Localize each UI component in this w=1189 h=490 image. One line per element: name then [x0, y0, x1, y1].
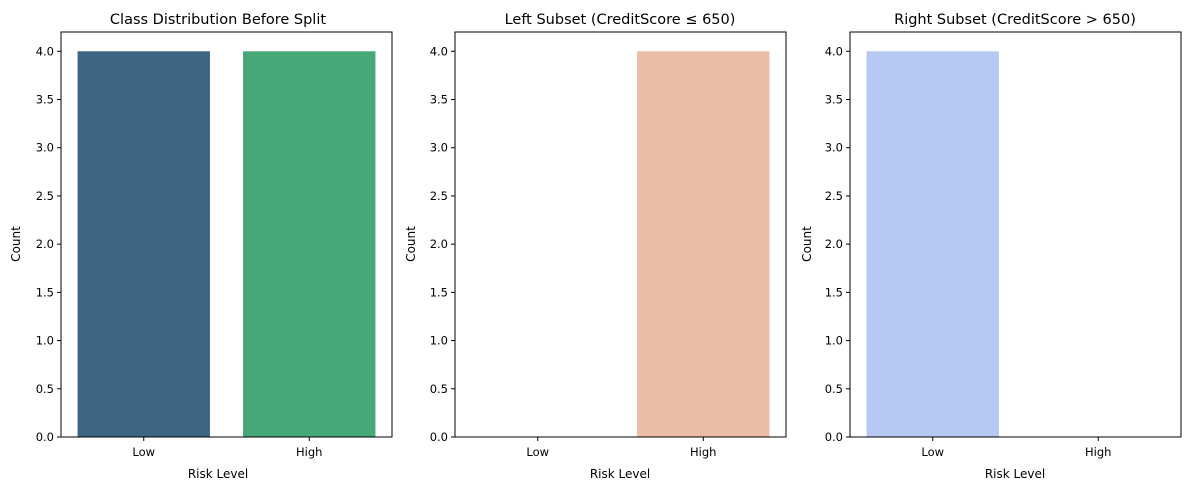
- y-tick-label: 0.5: [825, 382, 843, 396]
- y-tick-label: 1.0: [825, 334, 843, 348]
- y-axis-label: Count: [9, 226, 23, 262]
- y-tick-label: 0.5: [36, 382, 54, 396]
- y-tick-label: 0.0: [36, 430, 54, 444]
- y-tick-label: 3.5: [36, 93, 54, 107]
- y-tick-label: 2.5: [430, 189, 448, 203]
- plot-frame: [60, 31, 393, 438]
- y-tick-label: 2.0: [36, 237, 54, 251]
- y-tick-label: 2.0: [825, 237, 843, 251]
- y-tick-label: 1.0: [430, 334, 448, 348]
- x-axis-label: Risk Level: [985, 467, 1045, 481]
- plot-frame: [849, 31, 1182, 438]
- y-tick-label: 4.0: [430, 44, 448, 58]
- y-tick-label: 1.5: [36, 285, 54, 299]
- y-tick-label: 0.0: [825, 430, 843, 444]
- x-axis-label: Risk Level: [590, 467, 650, 481]
- y-tick-label: 4.0: [36, 44, 54, 58]
- chart-title: Right Subset (CreditScore > 650): [894, 12, 1136, 28]
- x-tick-label-low: Low: [526, 445, 549, 459]
- y-tick-label: 1.5: [825, 285, 843, 299]
- y-tick-label: 1.0: [36, 334, 54, 348]
- x-axis-label: Risk Level: [188, 467, 248, 481]
- y-tick-label: 1.5: [430, 285, 448, 299]
- chart-panel-right-subset: Right Subset (CreditScore > 650) Count R…: [800, 12, 1182, 481]
- y-tick-label: 3.0: [36, 141, 54, 155]
- chart-title: Left Subset (CreditScore ≤ 650): [505, 12, 736, 28]
- chart-title: Class Distribution Before Split: [110, 12, 326, 28]
- bar-high: [243, 51, 376, 437]
- x-tick-label-low: Low: [132, 445, 155, 459]
- chart-panel-class-distribution: Class Distribution Before Split Count Ri…: [9, 12, 393, 481]
- y-tick-label: 2.5: [36, 189, 54, 203]
- y-tick-label: 3.5: [825, 93, 843, 107]
- bar-high: [637, 51, 770, 437]
- y-tick-label: 0.5: [430, 382, 448, 396]
- y-tick-label: 2.0: [430, 237, 448, 251]
- y-axis-label: Count: [404, 226, 418, 262]
- y-tick-label: 3.0: [430, 141, 448, 155]
- plot-frame: [454, 31, 787, 438]
- bar-low: [866, 51, 999, 437]
- x-tick-label-high: High: [1085, 445, 1111, 459]
- y-axis-label: Count: [800, 226, 814, 262]
- y-tick-label: 2.5: [825, 189, 843, 203]
- y-tick-label: 0.0: [430, 430, 448, 444]
- y-tick-label: 3.5: [430, 93, 448, 107]
- y-tick-label: 4.0: [825, 44, 843, 58]
- bar-low: [77, 51, 210, 437]
- x-tick-label-low: Low: [921, 445, 944, 459]
- y-tick-label: 3.0: [825, 141, 843, 155]
- x-tick-label-high: High: [296, 445, 322, 459]
- x-tick-label-high: High: [690, 445, 716, 459]
- chart-panel-left-subset: Left Subset (CreditScore ≤ 650) Count Ri…: [404, 12, 787, 481]
